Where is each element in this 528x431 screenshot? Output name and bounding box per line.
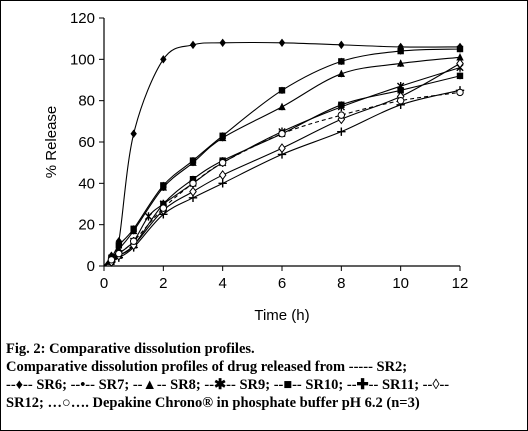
data-point (189, 40, 197, 50)
data-point (278, 38, 286, 47)
data-point (456, 58, 464, 69)
figure-caption-legend: --♦-- SR6; --•-- SR7; --▲-- SR8; --✱-- S… (6, 377, 450, 393)
data-point (130, 129, 137, 138)
y-tick-label: 40 (78, 175, 95, 192)
data-point (338, 40, 345, 50)
figure-caption-title: Fig. 2: Comparative dissolution profiles… (6, 341, 255, 357)
x-tick-label: 0 (100, 275, 108, 292)
series-5 (103, 72, 464, 267)
y-tick-label: 120 (70, 10, 95, 27)
series-3 (103, 53, 464, 267)
data-point (218, 179, 227, 188)
x-tick-label: 12 (452, 275, 469, 292)
series-1 (103, 38, 464, 267)
series-line (103, 62, 461, 267)
data-point (218, 133, 227, 142)
data-point (337, 111, 346, 119)
data-point (189, 186, 197, 197)
data-point (144, 212, 153, 221)
series-line (103, 91, 461, 267)
data-point (278, 87, 286, 94)
series-layer (103, 38, 465, 267)
x-tick-label: 2 (159, 275, 167, 292)
x-tick-label: 10 (392, 275, 409, 292)
figure-caption-legend-end: SR12; …○…. Depakine Chrono® in phosphate… (6, 395, 420, 411)
x-tick-label: 6 (278, 275, 286, 292)
data-point (218, 170, 227, 181)
data-point (189, 158, 197, 166)
data-point (456, 53, 464, 61)
data-point (397, 87, 404, 94)
data-point (337, 127, 346, 136)
data-point (338, 101, 345, 108)
series-2 (103, 45, 464, 267)
data-point (160, 55, 167, 64)
x-axis-title: Time (h) (254, 307, 309, 324)
y-tick-label: 80 (78, 93, 95, 110)
data-point (338, 58, 345, 65)
y-axis-title: % Release (43, 106, 60, 179)
series-4 (103, 63, 464, 267)
data-point (218, 158, 227, 167)
data-point (159, 204, 168, 212)
data-point (396, 96, 405, 105)
data-point (115, 249, 123, 258)
data-point (278, 102, 286, 111)
x-tick-label: 8 (337, 275, 345, 292)
series-8 (103, 88, 464, 267)
y-tick-label: 0 (87, 258, 95, 275)
data-point (456, 45, 464, 53)
y-tick-label: 20 (78, 217, 95, 234)
data-point (129, 226, 138, 235)
data-point (456, 88, 464, 97)
data-point (278, 130, 286, 138)
data-point (107, 256, 116, 264)
data-point (160, 200, 167, 208)
dissolution-chart: 0 20 40 60 80 100 120 0 2 4 6 8 10 12 Time (h) % Rele… (43, 10, 468, 324)
data-point (219, 38, 226, 47)
data-point (278, 143, 286, 154)
data-point (189, 179, 197, 188)
x-tick-label: 4 (218, 275, 226, 292)
figure-caption-line: Comparative dissolution profiles of drug… (6, 359, 408, 375)
data-point (397, 47, 404, 55)
data-point (189, 176, 197, 183)
series-line (103, 89, 461, 267)
axes-layer: 0 20 40 60 80 100 120 0 2 4 6 8 10 12 (70, 10, 468, 292)
series-6 (103, 86, 465, 267)
data-point (456, 72, 464, 80)
data-point (159, 183, 168, 191)
data-point (129, 237, 138, 245)
y-tick-label: 60 (78, 134, 95, 151)
series-line (103, 67, 461, 267)
data-point (396, 59, 405, 67)
y-tick-label: 100 (70, 51, 95, 68)
data-point (337, 69, 346, 77)
